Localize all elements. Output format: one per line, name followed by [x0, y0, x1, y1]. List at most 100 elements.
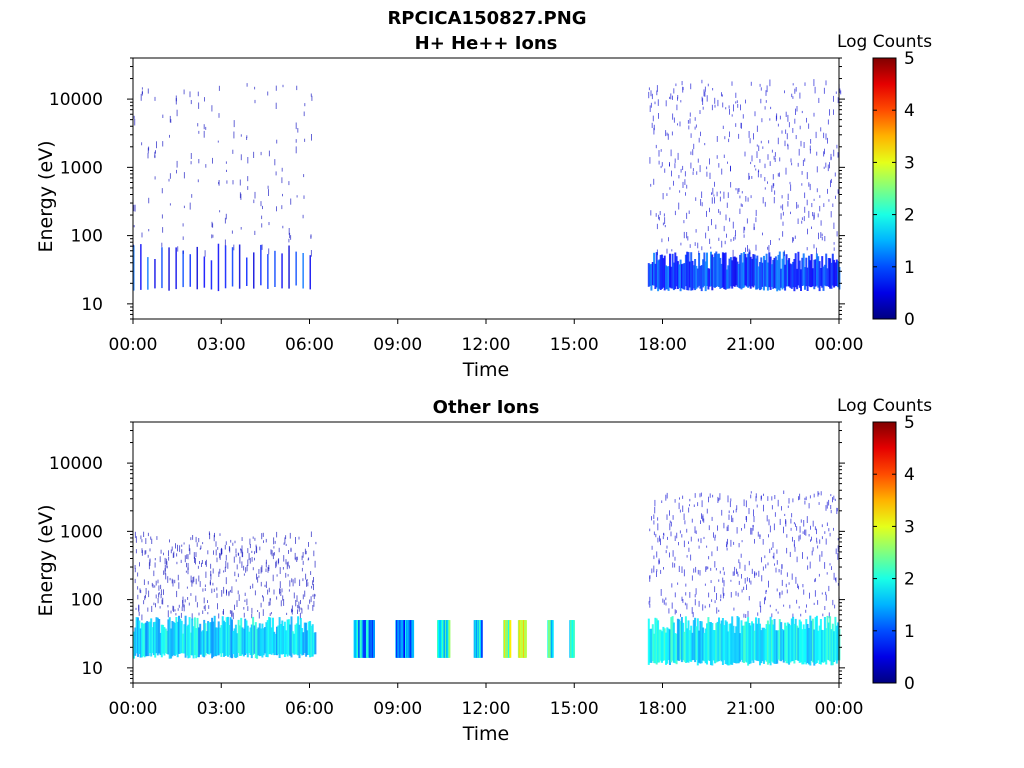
x-tick-label: 00:00	[815, 699, 864, 719]
low-energy-column	[776, 630, 779, 664]
low-energy-column	[207, 621, 210, 655]
sparse-count	[784, 90, 785, 94]
x-tick-label: 00:00	[815, 335, 864, 355]
sparse-count	[693, 568, 695, 573]
low-energy-column	[719, 623, 722, 661]
sparse-count	[225, 161, 227, 164]
sparse-count	[666, 492, 668, 499]
sparse-count	[216, 593, 218, 598]
sparse-count	[674, 563, 676, 568]
sparse-count	[233, 244, 235, 251]
sparse-count	[181, 606, 183, 611]
low-energy-column	[146, 621, 149, 657]
low-energy-column	[217, 621, 220, 656]
sparse-count	[267, 91, 269, 96]
sparse-count	[204, 604, 206, 611]
sparse-count	[671, 583, 673, 588]
sparse-count	[665, 494, 667, 501]
sparse-count	[783, 250, 785, 257]
sparse-count	[714, 197, 715, 204]
sparse-count	[216, 587, 218, 591]
sparse-count	[825, 594, 827, 601]
sparse-count	[183, 205, 185, 209]
sparse-count	[147, 581, 149, 585]
low-energy-column	[743, 252, 746, 288]
sparse-count	[732, 571, 734, 576]
sparse-count	[755, 493, 757, 498]
sparse-count	[281, 588, 283, 593]
sparse-count	[703, 536, 705, 539]
low-energy-column	[272, 617, 274, 654]
sparse-count	[677, 152, 679, 160]
sparse-count	[168, 556, 170, 561]
low-energy-column	[200, 631, 203, 655]
sparse-count	[711, 516, 713, 521]
sparse-count	[300, 607, 302, 610]
sparse-count	[260, 151, 262, 156]
sparse-count	[694, 126, 696, 130]
sparse-count	[819, 205, 821, 212]
sparse-count	[225, 554, 227, 561]
sparse-count	[714, 561, 716, 568]
sparse-count	[757, 170, 759, 178]
low-energy-column	[687, 620, 690, 663]
sparse-count	[667, 133, 669, 140]
sparse-count	[829, 532, 831, 537]
sparse-count	[828, 585, 830, 592]
sparse-count	[729, 108, 730, 115]
low-energy-column	[747, 617, 750, 666]
low-energy-column	[680, 617, 683, 663]
low-energy-column	[278, 617, 281, 658]
sparse-count	[776, 113, 778, 120]
sparse-count	[311, 585, 313, 589]
x-tick-label: 06:00	[285, 335, 334, 355]
sparse-count	[674, 556, 676, 561]
low-energy-column	[182, 250, 184, 288]
sparse-count	[797, 162, 799, 167]
sparse-count	[745, 500, 747, 508]
low-energy-column	[696, 268, 699, 288]
sparse-count	[282, 595, 284, 601]
sparse-count	[177, 574, 179, 581]
sparse-count	[244, 599, 246, 602]
low-energy-column	[827, 622, 830, 661]
sparse-count	[144, 595, 146, 601]
sparse-count	[304, 138, 306, 142]
sparse-count	[664, 225, 666, 228]
burst-column	[551, 620, 554, 658]
sparse-count	[657, 523, 659, 531]
sparse-count	[793, 522, 795, 525]
sparse-count	[191, 613, 193, 621]
low-energy-column	[175, 247, 177, 290]
low-energy-column	[185, 626, 188, 656]
sparse-count	[254, 590, 256, 596]
low-energy-column	[651, 262, 654, 286]
low-energy-column	[833, 631, 836, 662]
low-energy-column	[142, 623, 145, 657]
sparse-count	[204, 250, 206, 257]
sparse-count	[157, 598, 159, 604]
low-energy-column	[237, 619, 240, 653]
sparse-count	[141, 232, 143, 238]
low-energy-column	[211, 617, 214, 659]
sparse-count	[679, 497, 680, 500]
sparse-count	[805, 609, 807, 613]
low-energy-column	[821, 629, 824, 663]
sparse-count	[657, 99, 659, 106]
sparse-count	[189, 548, 191, 555]
sparse-count	[709, 172, 711, 179]
low-energy-column	[203, 619, 206, 658]
sparse-count	[247, 186, 249, 190]
sparse-count	[685, 583, 687, 587]
sparse-count	[164, 564, 166, 572]
sparse-count	[835, 195, 836, 199]
low-energy-column	[731, 260, 734, 289]
colorbar-tick-label: 1	[904, 622, 915, 642]
y-axis-label: Energy (eV)	[35, 140, 57, 252]
sparse-count	[783, 490, 785, 494]
low-energy-column	[798, 260, 801, 288]
sparse-count	[274, 540, 276, 544]
sparse-count	[827, 137, 828, 144]
low-energy-column	[710, 251, 712, 287]
low-energy-column	[279, 624, 282, 655]
